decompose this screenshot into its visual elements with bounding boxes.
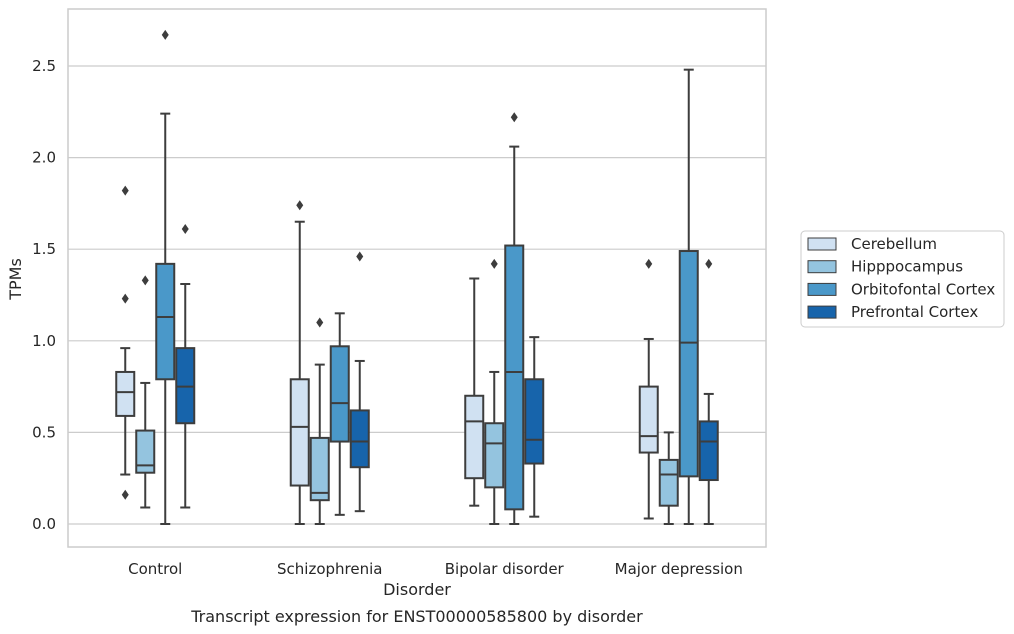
y-tick-labels: 0.0 0.5 1.0 1.5 2.0 2.5: [32, 57, 56, 533]
box-2-3: [524, 336, 545, 518]
y-tick-label: 1.5: [32, 240, 56, 258]
box-3-0: [638, 258, 659, 520]
box-iqr: [638, 385, 659, 454]
box-3-3: [698, 258, 719, 525]
box-iqr: [504, 244, 525, 511]
plot-frame: [67, 8, 767, 548]
box-2-0: [464, 277, 485, 507]
box-0-1: [135, 275, 156, 509]
x-tick-label: Bipolar disorder: [445, 560, 565, 578]
outlier-point: [705, 258, 713, 269]
legend-frame: [800, 230, 1005, 328]
y-tick-label: 2.0: [32, 149, 56, 167]
box-iqr: [698, 420, 719, 482]
box-2-1: [484, 258, 505, 525]
box-0-3: [175, 224, 196, 509]
box-iqr: [484, 422, 505, 489]
box-1-3: [349, 251, 370, 513]
box-0-0: [115, 185, 136, 500]
box-iqr: [329, 345, 350, 443]
legend: Cerebellum Hipppocampus Orbitofontal Corte…: [800, 230, 1005, 328]
box-iqr: [658, 458, 679, 507]
box-iqr: [155, 262, 176, 381]
outlier-point: [316, 317, 324, 328]
outlier-point: [510, 112, 518, 123]
x-tick-label: Major depression: [615, 560, 743, 578]
x-tick-label: Schizophrenia: [277, 560, 382, 578]
y-tick-label: 0.0: [32, 515, 56, 533]
outlier-point: [121, 489, 129, 500]
outlier-point: [181, 224, 189, 235]
box-2-2: [504, 112, 525, 525]
box-iqr: [678, 250, 699, 478]
outlier-point: [490, 258, 498, 269]
y-tick-label: 2.5: [32, 57, 56, 75]
outlier-point: [645, 258, 653, 269]
legend-swatch: [807, 282, 837, 296]
box-1-1: [309, 317, 330, 525]
box-3-2: [678, 68, 699, 525]
outlier-point: [296, 200, 304, 211]
box-1-2: [329, 312, 350, 516]
legend-label: Hipppocampus: [851, 258, 963, 276]
legend-swatch: [807, 305, 837, 319]
outlier-point: [121, 293, 129, 304]
legend-swatch: [807, 260, 837, 274]
box-iqr: [309, 436, 330, 502]
box-3-1: [658, 431, 679, 525]
box-1-0: [289, 200, 310, 525]
outlier-point: [141, 275, 149, 286]
legend-swatch: [807, 237, 837, 251]
y-tick-label: 1.0: [32, 332, 56, 350]
box-iqr: [349, 409, 370, 469]
y-tick-label: 0.5: [32, 423, 56, 441]
legend-label: Prefrontal Cortex: [851, 303, 978, 321]
box-iqr: [135, 429, 156, 474]
box-iqr: [289, 378, 310, 487]
box-iqr: [464, 394, 485, 480]
box-0-2: [155, 29, 176, 525]
legend-label: Orbitofontal Cortex: [851, 280, 995, 298]
x-tick-label: Control: [128, 560, 182, 578]
legend-label: Cerebellum: [851, 235, 937, 253]
plot-area: [115, 29, 719, 525]
outlier-point: [121, 185, 129, 196]
outlier-point: [161, 29, 169, 40]
x-axis-label: Disorder: [383, 580, 451, 599]
x-tick-labels: Control Schizophrenia Bipolar disorder Majo…: [128, 560, 743, 578]
y-axis-label: TPMs: [6, 258, 25, 301]
box-iqr: [115, 370, 136, 417]
outlier-point: [356, 251, 364, 262]
box-iqr: [524, 378, 545, 465]
chart-caption: Transcript expression for ENST0000058580…: [190, 607, 643, 626]
